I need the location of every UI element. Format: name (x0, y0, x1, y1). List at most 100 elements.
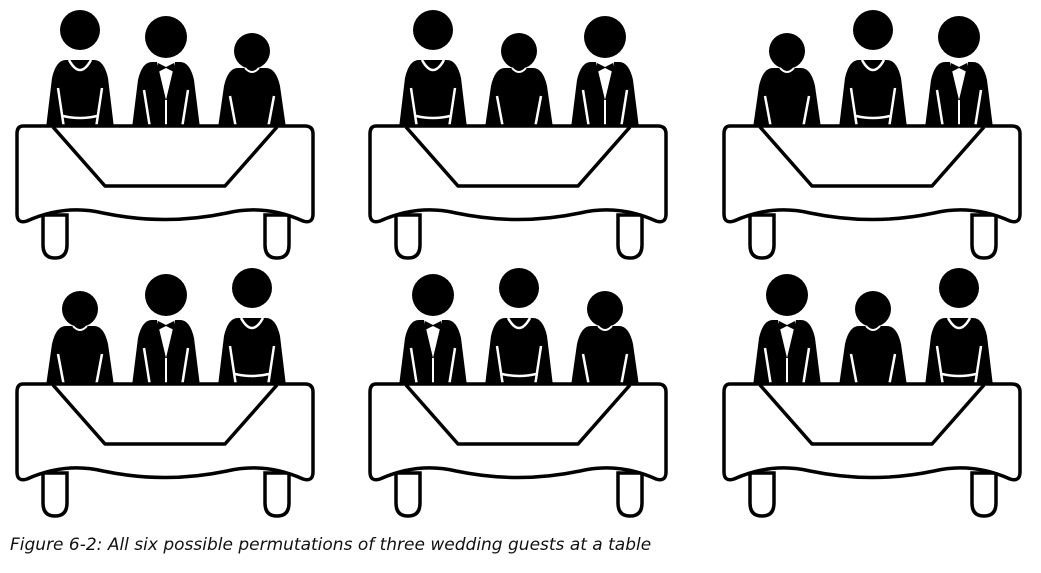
guest-torso (46, 60, 114, 128)
dress-waistband (501, 372, 537, 378)
guest-right-arm-line (887, 87, 897, 129)
guest-head (769, 33, 805, 69)
plain-neckline (865, 325, 881, 331)
guest-head (413, 10, 453, 50)
table-leg-right (263, 471, 291, 518)
dress-waistband (855, 114, 891, 120)
table (15, 382, 315, 518)
guest-left-arm-line (935, 89, 945, 129)
guest-left-arm-line (142, 347, 152, 387)
guest-head (939, 268, 979, 308)
guest-right-arm-line (180, 89, 190, 129)
guest-left-arm-line (763, 95, 773, 129)
table-leg-left (41, 213, 69, 260)
guest-woman-in-dress (218, 268, 286, 387)
shirt-front (157, 62, 175, 100)
guest-right-arm-line (447, 87, 457, 129)
tablecloth-fold (404, 383, 632, 446)
guest-torso (925, 318, 993, 386)
guest-right-arm-line (801, 347, 811, 387)
guest-woman-in-dress (399, 10, 467, 129)
guest-man-in-tuxedo (132, 16, 200, 129)
guest-head (60, 10, 100, 50)
table (368, 124, 668, 260)
guest-left-arm-line (56, 87, 66, 129)
guest-woman-in-dress (485, 268, 553, 387)
guest-left-arm-line (581, 353, 591, 387)
guest-right-arm-line (533, 95, 543, 129)
guest-left-arm-line (409, 347, 419, 387)
guest-left-arm-line (228, 345, 238, 387)
tablecloth (368, 124, 668, 224)
permutations-figure (15, 10, 1022, 518)
tablecloth-fold (51, 125, 279, 188)
permutation-6 (722, 268, 1022, 518)
guest-head (766, 274, 808, 316)
table (722, 382, 1022, 518)
dress-neckline (67, 59, 93, 72)
bow-tie-icon (158, 63, 174, 72)
guest-right-arm-line (180, 347, 190, 387)
bow-tie-icon (779, 321, 795, 330)
guest-left-arm-line (935, 345, 945, 387)
guest-left-arm-line (142, 89, 152, 129)
guest-head (587, 291, 623, 327)
guest-left-arm-line (849, 353, 859, 387)
guest-torso (839, 60, 907, 128)
guest-torso (485, 68, 553, 128)
guest-right-arm-line (266, 345, 276, 387)
guest-head (62, 291, 98, 327)
figure-caption: Figure 6-2: All six possible permutation… (10, 535, 652, 555)
tablecloth-fold (758, 125, 986, 188)
guest-woman-in-dress (46, 10, 114, 129)
plain-neckline (72, 325, 88, 331)
tablecloth (368, 382, 668, 482)
table (722, 124, 1022, 260)
dress-neckline (946, 317, 972, 330)
guest-right-arm-line (887, 353, 897, 387)
guest-head (234, 33, 270, 69)
table-leg-right (616, 213, 644, 260)
guest-man-in-tuxedo (132, 274, 200, 387)
guest-left-arm-line (849, 87, 859, 129)
guest-plain-guest (485, 33, 553, 129)
dress-neckline (420, 59, 446, 72)
guest-torso (753, 68, 821, 128)
table-leg-left (41, 471, 69, 518)
dress-waistband (941, 372, 977, 378)
plain-neckline (511, 67, 527, 73)
guest-head (412, 274, 454, 316)
guest-plain-guest (839, 291, 907, 387)
guest-torso (839, 326, 907, 386)
dress-neckline (506, 317, 532, 330)
guest-right-arm-line (94, 353, 104, 387)
guest-torso (399, 60, 467, 128)
permutation-1 (15, 10, 315, 260)
shirt-front (424, 320, 442, 358)
table (368, 382, 668, 518)
tablecloth (722, 382, 1022, 482)
guest-torso (218, 68, 286, 128)
tablecloth (15, 382, 315, 482)
guest-head (501, 33, 537, 69)
guest-woman-in-dress (839, 10, 907, 129)
permutation-5 (368, 268, 668, 518)
permutation-3 (722, 10, 1022, 260)
guest-right-arm-line (619, 89, 629, 129)
bow-tie-icon (951, 63, 967, 72)
table-leg-right (970, 213, 998, 260)
guest-torso (46, 326, 114, 386)
table-leg-left (394, 471, 422, 518)
table-leg-right (616, 471, 644, 518)
guest-torso (571, 326, 639, 386)
guest-plain-guest (218, 33, 286, 129)
tablecloth (15, 124, 315, 224)
guest-left-arm-line (228, 95, 238, 129)
dress-neckline (860, 59, 886, 72)
tablecloth-fold (404, 125, 632, 188)
shirt-front (157, 320, 175, 358)
table-leg-right (263, 213, 291, 260)
guest-right-arm-line (619, 353, 629, 387)
guest-torso (218, 318, 286, 386)
guest-left-arm-line (581, 89, 591, 129)
